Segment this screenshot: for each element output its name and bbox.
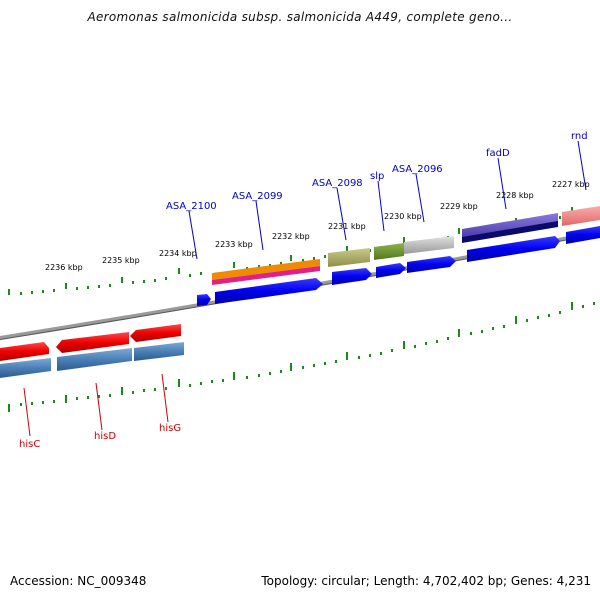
kbp-label-2227: 2227 kbp — [552, 180, 590, 189]
kbp-label-2235: 2235 kbp — [102, 256, 140, 265]
gene-feature — [212, 259, 320, 280]
gene-label-hisd: hisD — [94, 431, 116, 442]
cds-arrow — [566, 226, 600, 244]
cds-arrow — [215, 278, 323, 304]
kbp-scale-bottom — [8, 302, 595, 412]
gene-label-rnd: rnd — [571, 131, 588, 142]
gene-label-asa-2099: ASA_2099 — [232, 191, 283, 202]
kbp-label-2228: 2228 kbp — [496, 191, 534, 200]
cds-arrow — [467, 236, 560, 262]
gene-label-asa-2100: ASA_2100 — [166, 201, 217, 212]
gene-label-fadd: fadD — [486, 148, 510, 159]
leaders-bottom — [23, 373, 169, 437]
cds-arrow — [332, 268, 372, 285]
cds-row-bottom — [0, 324, 181, 361]
cds-arrow — [376, 263, 406, 278]
gene-label-hisc: hisC — [19, 439, 40, 450]
gene-label-asa-2096: ASA_2096 — [392, 164, 443, 175]
genome-summary-text: Topology: circular; Length: 4,702,402 bp… — [261, 574, 591, 588]
feature-row-top — [212, 206, 600, 285]
accession-text: Accession: NC_009348 — [10, 574, 147, 588]
kbp-label-2231: 2231 kbp — [328, 222, 366, 231]
kbp-label-2233: 2233 kbp — [215, 240, 253, 249]
cds-arrow — [407, 256, 456, 273]
cds-arrow — [197, 294, 211, 306]
map-title: Aeromonas salmonicida subsp. salmonicida… — [87, 10, 513, 24]
gene-label-hisg: hisG — [159, 423, 181, 434]
gene-feature — [562, 206, 600, 226]
gene-label-asa-2098: ASA_2098 — [312, 178, 363, 189]
cds-row-top — [197, 226, 600, 306]
cds-arrow — [130, 324, 181, 342]
kbp-label-2236: 2236 kbp — [45, 263, 83, 272]
kbp-label-2230: 2230 kbp — [384, 212, 422, 221]
gene-feature — [0, 358, 51, 378]
kbp-label-2234: 2234 kbp — [159, 249, 197, 258]
gene-feature — [404, 236, 454, 254]
gene-feature — [328, 248, 370, 267]
gene-feature — [212, 266, 320, 285]
cds-arrow — [56, 332, 129, 353]
kbp-label-2232: 2232 kbp — [272, 232, 310, 241]
leaders-top — [188, 140, 587, 260]
gene-label-slp: slp — [370, 171, 384, 182]
gene-feature — [462, 221, 558, 243]
gene-feature — [374, 243, 404, 260]
kbp-label-2229: 2229 kbp — [440, 202, 478, 211]
gene-feature — [134, 342, 184, 361]
gene-row-bottom — [0, 342, 184, 378]
gene-feature — [462, 213, 558, 238]
cds-arrow — [0, 342, 49, 361]
gene-feature — [57, 348, 132, 371]
